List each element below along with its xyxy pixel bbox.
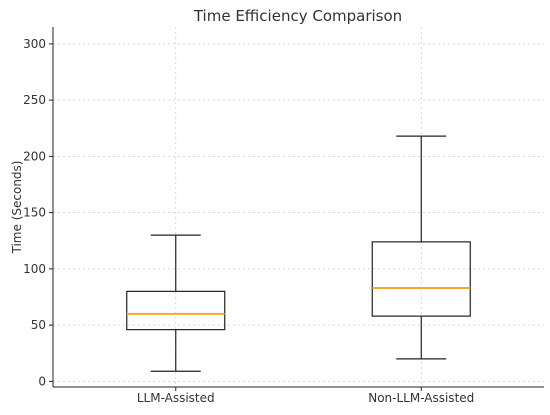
box-group xyxy=(371,135,471,360)
grid-lines xyxy=(53,27,544,387)
x-tick-label: LLM-Assisted xyxy=(137,391,215,405)
tick-labels: 0 50 100 150 200 250 300 LLM-Assisted Non-LLM-As… xyxy=(23,37,474,405)
y-tick-label: 250 xyxy=(23,93,46,107)
y-tick-label: 50 xyxy=(31,318,46,332)
x-tick-label: Non-LLM-Assisted xyxy=(368,391,474,405)
iqr-box xyxy=(371,241,471,317)
y-tick-label: 200 xyxy=(23,149,46,163)
chart-title: Time Efficiency Comparison xyxy=(193,7,402,25)
boxes xyxy=(126,135,471,372)
y-axis-label: Time (Seconds) xyxy=(10,161,24,255)
y-tick-label: 0 xyxy=(38,374,46,388)
box-group xyxy=(126,234,226,372)
y-tick-label: 300 xyxy=(23,37,46,51)
y-tick-label: 150 xyxy=(23,206,46,220)
y-tick-label: 100 xyxy=(23,262,46,276)
iqr-box xyxy=(126,290,226,331)
axes xyxy=(49,27,544,391)
